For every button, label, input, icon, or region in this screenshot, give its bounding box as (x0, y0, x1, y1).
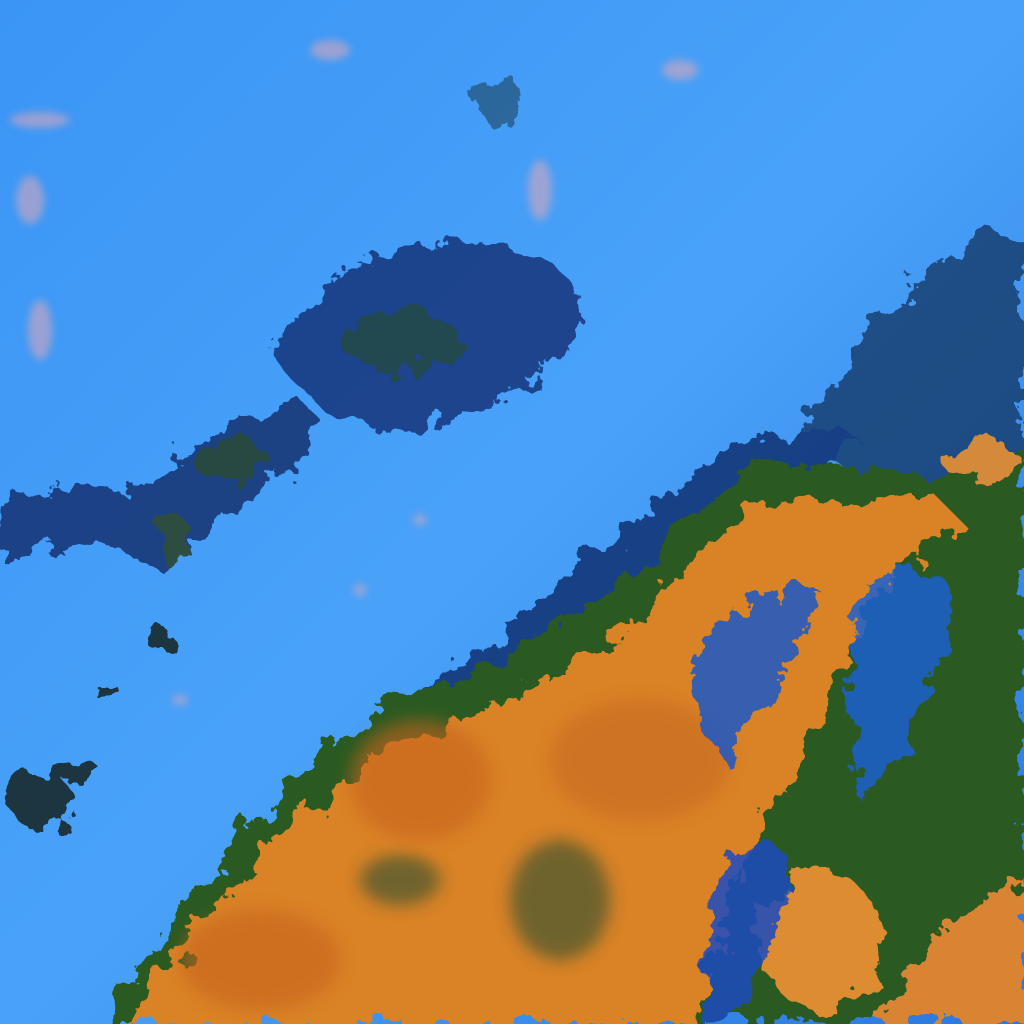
dark-cloud-band (0, 240, 581, 570)
clear-gaps (696, 570, 960, 1024)
low-cloud-speckles (10, 40, 698, 705)
small-cloud-clusters (10, 70, 520, 830)
cloud-cores (180, 700, 730, 1010)
